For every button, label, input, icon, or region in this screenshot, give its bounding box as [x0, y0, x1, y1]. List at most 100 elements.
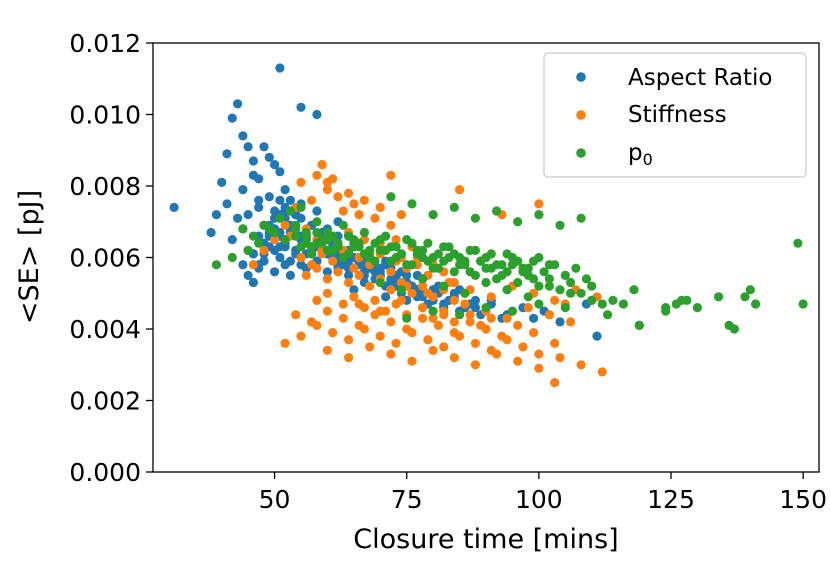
- data-point: [418, 313, 428, 323]
- data-point: [285, 270, 295, 280]
- data-point: [344, 335, 354, 345]
- data-point: [280, 338, 290, 348]
- data-point: [793, 238, 803, 248]
- legend-label-p0-base: p: [628, 140, 643, 166]
- data-point: [560, 270, 570, 280]
- data-point: [402, 270, 412, 280]
- data-point: [439, 242, 449, 252]
- data-point: [407, 328, 417, 338]
- data-point: [227, 235, 237, 245]
- data-point: [386, 285, 396, 295]
- data-point: [322, 274, 332, 284]
- data-point: [608, 295, 618, 305]
- data-point: [338, 206, 348, 216]
- data-point: [270, 235, 280, 245]
- data-point: [338, 299, 348, 309]
- legend-marker-p0: [576, 148, 586, 158]
- data-point: [396, 295, 406, 305]
- data-point: [486, 292, 496, 302]
- data-point: [359, 324, 369, 334]
- data-point: [264, 192, 274, 202]
- data-point: [375, 202, 385, 212]
- data-point: [529, 274, 539, 284]
- data-point: [729, 324, 740, 334]
- data-point: [465, 310, 475, 320]
- data-point: [211, 260, 221, 270]
- data-point: [544, 281, 555, 291]
- data-point: [333, 267, 343, 277]
- data-point: [349, 292, 359, 302]
- data-point: [381, 292, 391, 302]
- data-point: [322, 288, 332, 298]
- data-point: [423, 238, 433, 248]
- data-point: [714, 292, 724, 302]
- data-point: [402, 260, 412, 270]
- data-point: [433, 320, 443, 330]
- data-point: [661, 303, 671, 313]
- data-point: [296, 202, 306, 212]
- legend-marker-aspect-ratio: [576, 72, 586, 82]
- data-point: [529, 328, 539, 338]
- data-point: [634, 320, 644, 330]
- data-point: [571, 263, 581, 273]
- data-point: [418, 245, 428, 255]
- data-point: [296, 213, 306, 223]
- data-point: [428, 313, 438, 323]
- data-point: [375, 235, 385, 245]
- data-point: [338, 220, 348, 230]
- data-point: [418, 281, 428, 291]
- data-point: [428, 252, 438, 263]
- data-point: [359, 227, 369, 238]
- data-point: [301, 270, 311, 280]
- data-point: [523, 263, 533, 273]
- data-point: [344, 270, 354, 280]
- data-point: [338, 252, 348, 263]
- data-point: [449, 295, 459, 305]
- data-point: [386, 220, 396, 230]
- data-point: [248, 170, 258, 180]
- series-stiffness: [248, 160, 607, 388]
- data-point: [470, 360, 480, 370]
- data-point: [470, 213, 480, 223]
- data-point: [296, 102, 306, 112]
- data-point: [248, 156, 258, 166]
- x-tick-label: 150: [779, 485, 827, 514]
- data-point: [275, 167, 285, 177]
- data-point: [428, 345, 438, 355]
- data-point: [629, 285, 639, 295]
- data-point: [513, 320, 523, 330]
- data-point: [270, 206, 280, 216]
- data-point: [418, 303, 428, 313]
- data-point: [460, 299, 470, 309]
- data-point: [301, 231, 311, 241]
- data-point: [312, 170, 322, 180]
- data-point: [439, 299, 449, 309]
- data-point: [481, 277, 491, 288]
- data-point: [312, 227, 322, 238]
- legend-label-stiffness: Stiffness: [628, 102, 727, 128]
- data-point: [233, 213, 243, 223]
- x-axis-label: Closure time [mins]: [353, 524, 618, 555]
- data-point: [396, 285, 406, 295]
- data-point: [423, 335, 433, 345]
- data-point: [396, 210, 406, 220]
- data-point: [238, 131, 248, 141]
- data-point: [603, 310, 613, 320]
- data-point: [391, 235, 401, 245]
- data-point: [692, 303, 703, 313]
- data-point: [513, 277, 523, 288]
- y-tick-label: 0.008: [69, 172, 141, 201]
- data-point: [259, 142, 269, 152]
- data-point: [460, 288, 470, 298]
- data-point: [254, 238, 264, 248]
- data-point: [365, 281, 375, 291]
- data-point: [455, 331, 465, 341]
- data-point: [386, 274, 396, 284]
- data-point: [238, 224, 248, 234]
- data-point: [365, 342, 375, 352]
- data-point: [460, 256, 470, 266]
- x-tick-label: 125: [647, 485, 695, 514]
- legend-label-p0: p0: [628, 140, 653, 169]
- data-point: [270, 267, 280, 277]
- data-point: [359, 195, 369, 205]
